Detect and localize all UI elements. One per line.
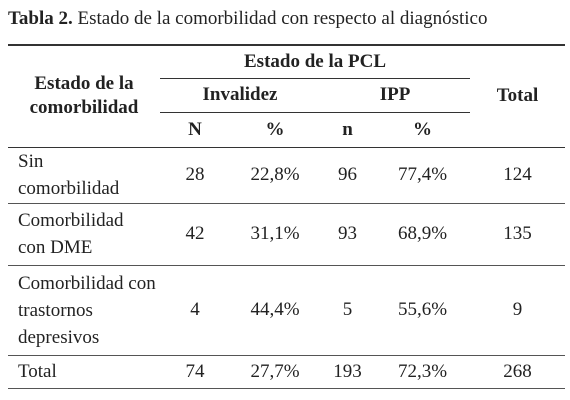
column-header: n bbox=[320, 112, 375, 148]
row-label: Sin comorbilidad bbox=[8, 147, 160, 204]
table-cell: 4 bbox=[160, 265, 230, 356]
row-label: Comorbilidad con trastornos depresivos bbox=[8, 265, 160, 356]
row-label-header: Estado de la comorbilidad bbox=[8, 44, 160, 148]
table-cell: 55,6% bbox=[375, 265, 470, 356]
table-cell: 5 bbox=[320, 265, 375, 356]
row-label: Total bbox=[8, 355, 160, 389]
table-cell: 193 bbox=[320, 355, 375, 389]
table-row: Comorbilidad con DME 42 31,1% 93 68,9% 135 bbox=[8, 203, 565, 266]
table-body: Sin comorbilidad 28 22,8% 96 77,4% 124 Comorbi… bbox=[8, 147, 565, 389]
table-cell: 9 bbox=[470, 265, 565, 356]
table-cell: 44,4% bbox=[230, 265, 320, 356]
table-cell: 27,7% bbox=[230, 355, 320, 389]
group-header: Estado de la PCL bbox=[160, 44, 470, 79]
row-label: Comorbilidad con DME bbox=[8, 203, 160, 266]
data-table: Estado de la comorbilidad Estado de la P… bbox=[8, 44, 565, 389]
column-header: % bbox=[375, 112, 470, 148]
table-cell: 96 bbox=[320, 147, 375, 204]
table-cell: 74 bbox=[160, 355, 230, 389]
table-row: Comorbilidad con trastornos depresivos 4 4… bbox=[8, 265, 565, 356]
table-row: Sin comorbilidad 28 22,8% 96 77,4% 124 bbox=[8, 147, 565, 204]
table-cell: 72,3% bbox=[375, 355, 470, 389]
table-cell: 77,4% bbox=[375, 147, 470, 204]
column-header: % bbox=[230, 112, 320, 148]
table-cell: 124 bbox=[470, 147, 565, 204]
subgroup-header: Invalidez bbox=[160, 78, 320, 113]
table-cell: 68,9% bbox=[375, 203, 470, 266]
total-header: Total bbox=[470, 44, 565, 148]
table-cell: 31,1% bbox=[230, 203, 320, 266]
column-header: N bbox=[160, 112, 230, 148]
table-cell: 93 bbox=[320, 203, 375, 266]
table-cell: 268 bbox=[470, 355, 565, 389]
table-cell: 22,8% bbox=[230, 147, 320, 204]
table-caption: Tabla 2. Estado de la comorbilidad con r… bbox=[8, 8, 488, 30]
table-row: Total 74 27,7% 193 72,3% 268 bbox=[8, 355, 565, 389]
subgroup-header: IPP bbox=[320, 78, 470, 113]
caption-label: Tabla 2. bbox=[8, 8, 73, 29]
table-cell: 28 bbox=[160, 147, 230, 204]
table-cell: 135 bbox=[470, 203, 565, 266]
table-cell: 42 bbox=[160, 203, 230, 266]
caption-text: Estado de la comorbilidad con respecto a… bbox=[77, 8, 488, 29]
